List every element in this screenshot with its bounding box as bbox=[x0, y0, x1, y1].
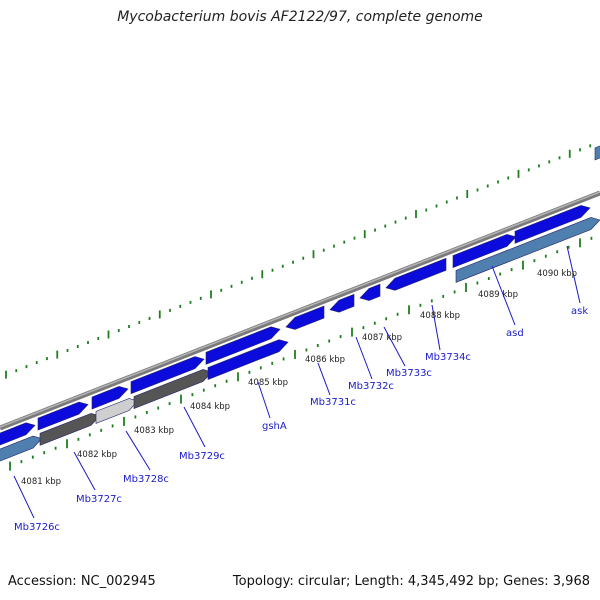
tick-label-4090: 4090 kbp bbox=[537, 269, 577, 279]
accession-text: Accession: NC_002945 bbox=[8, 574, 156, 589]
label-leader-line bbox=[257, 381, 271, 419]
gene-arrow bbox=[95, 398, 139, 424]
gene-label-mb3726c: Mb3726c bbox=[14, 522, 60, 533]
label-leader-line bbox=[13, 475, 35, 519]
gene-label-gsha: gshA bbox=[262, 421, 287, 432]
gene-arrow bbox=[207, 339, 289, 380]
gene-arrow bbox=[0, 422, 36, 446]
gene-label-mb3732c: Mb3732c bbox=[348, 381, 394, 392]
label-leader-line bbox=[491, 265, 516, 326]
outer-ruler bbox=[5, 144, 592, 379]
label-leader-line bbox=[125, 430, 151, 471]
gene-arrow bbox=[385, 257, 447, 291]
gene-label-mb3729c: Mb3729c bbox=[179, 451, 225, 462]
gene-arrow bbox=[285, 305, 325, 330]
tick-label-4083: 4083 kbp bbox=[134, 426, 174, 436]
gene-label-asd: asd bbox=[506, 328, 524, 339]
label-leader-line bbox=[183, 406, 206, 448]
gene-arrow bbox=[594, 145, 600, 161]
gene-features bbox=[0, 145, 600, 462]
gene-label-mb3727c: Mb3727c bbox=[76, 494, 122, 505]
map-title: Mycobacterium bovis AF2122/97, complete … bbox=[117, 9, 483, 25]
gene-label-mb3734c: Mb3734c bbox=[425, 352, 471, 363]
gene-arrow bbox=[91, 386, 129, 410]
label-leader-line bbox=[383, 326, 406, 367]
gene-label-mb3731c: Mb3731c bbox=[310, 397, 356, 408]
gene-label-mb3733c: Mb3733c bbox=[386, 368, 432, 379]
tick-label-4085: 4085 kbp bbox=[248, 378, 288, 388]
gene-arrow bbox=[39, 413, 101, 446]
gene-label-mb3728c: Mb3728c bbox=[123, 474, 169, 485]
tick-label-4082: 4082 kbp bbox=[77, 450, 117, 460]
gene-arrow bbox=[514, 205, 591, 244]
gene-label-ask: ask bbox=[571, 306, 588, 317]
label-leader-lines bbox=[13, 245, 581, 519]
gene-arrow bbox=[133, 369, 213, 409]
label-leader-line bbox=[431, 304, 441, 351]
tick-label-4084: 4084 kbp bbox=[190, 402, 230, 412]
genome-summary-text: Topology: circular; Length: 4,345,492 bp… bbox=[232, 574, 590, 589]
tick-label-4088: 4088 kbp bbox=[420, 311, 460, 321]
tick-label-4081: 4081 kbp bbox=[21, 477, 61, 487]
tick-label-4086: 4086 kbp bbox=[305, 355, 345, 365]
label-leader-line bbox=[317, 362, 331, 396]
gene-arrow bbox=[329, 293, 355, 313]
gene-arrow bbox=[0, 435, 43, 462]
gene-arrow bbox=[37, 401, 89, 431]
gene-arrow bbox=[205, 326, 281, 365]
gene-arrow bbox=[130, 356, 205, 395]
gene-arrow bbox=[359, 283, 381, 301]
gene-arrow bbox=[452, 234, 517, 269]
label-leader-line bbox=[355, 336, 373, 380]
label-leader-line bbox=[73, 451, 96, 491]
tick-label-4087: 4087 kbp bbox=[362, 333, 402, 343]
label-leader-line bbox=[566, 245, 581, 304]
inner-ruler bbox=[9, 236, 593, 471]
backbone-line bbox=[0, 190, 600, 431]
tick-label-4089: 4089 kbp bbox=[478, 290, 518, 300]
